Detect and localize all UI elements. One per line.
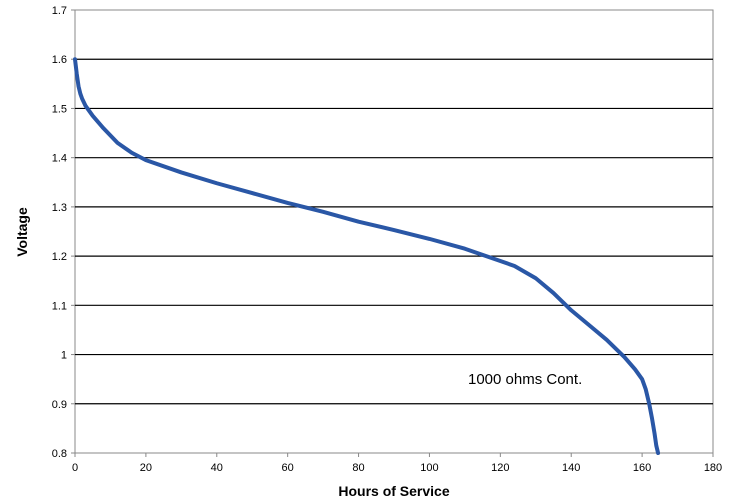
- y-tick-label: 1.7: [52, 5, 67, 17]
- y-tick-label: 1.1: [52, 300, 67, 312]
- x-tick-label: 160: [633, 462, 651, 474]
- y-tick-label: 0.9: [52, 399, 67, 411]
- series-line: [73, 57, 661, 455]
- x-tick-label: 0: [72, 462, 78, 474]
- x-axis-ticks: 0 20 40 60 80 100 120 140 160 180: [72, 453, 722, 474]
- y-axis-title: Voltage: [14, 207, 30, 257]
- x-tick-label: 120: [491, 462, 509, 474]
- gridlines: [75, 58, 713, 405]
- x-tick-label: 60: [282, 462, 294, 474]
- x-tick-label: 140: [562, 462, 580, 474]
- y-tick-label: 1: [61, 350, 67, 362]
- y-tick-label: 1.6: [52, 54, 67, 66]
- y-axis-ticks: 0.8 0.9 1 1.1 1.2 1.3 1.4 1.5 1.6 1.7: [52, 5, 75, 460]
- x-axis-title: Hours of Service: [338, 483, 449, 499]
- x-tick-label: 80: [352, 462, 364, 474]
- x-tick-label: 40: [211, 462, 223, 474]
- annotation-label: 1000 ohms Cont.: [468, 371, 582, 388]
- x-tick-label: 100: [420, 462, 438, 474]
- y-tick-label: 1.4: [52, 153, 67, 165]
- y-tick-label: 1.5: [52, 103, 67, 115]
- y-tick-label: 1.2: [52, 251, 67, 263]
- x-tick-label: 180: [704, 462, 722, 474]
- x-tick-label: 20: [140, 462, 152, 474]
- y-tick-label: 1.3: [52, 202, 67, 214]
- y-tick-label: 0.8: [52, 448, 67, 460]
